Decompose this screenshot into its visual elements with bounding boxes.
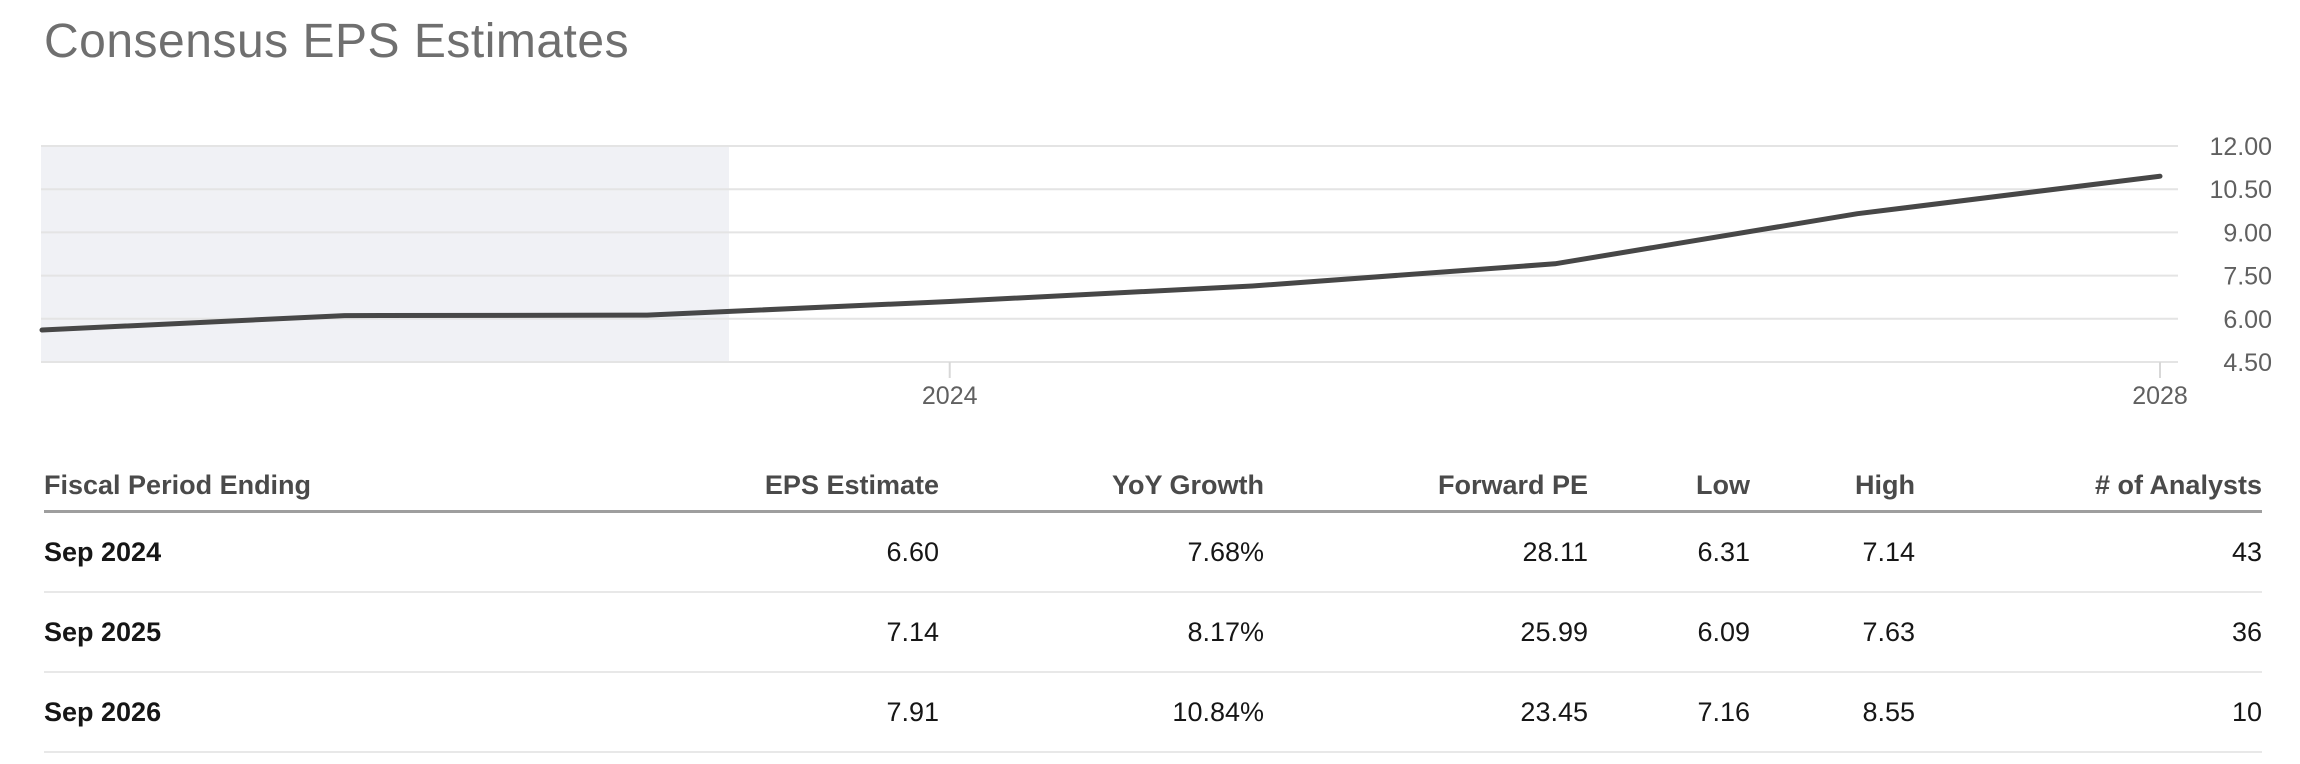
cell-eps: 6.60 — [544, 513, 939, 593]
cell-forward-pe: 23.45 — [1264, 673, 1588, 753]
x-axis-tick-label: 2024 — [922, 382, 978, 410]
column-header-low: Low — [1588, 460, 1750, 513]
y-axis-tick-label: 6.00 — [2223, 306, 2272, 334]
cell-period: Sep 2024 — [44, 513, 544, 593]
cell-forward-pe: 25.99 — [1264, 593, 1588, 673]
cell-analysts: 36 — [1915, 593, 2262, 673]
cell-low: 7.16 — [1588, 673, 1750, 753]
cell-eps: 7.14 — [544, 593, 939, 673]
cell-high: 8.55 — [1750, 673, 1915, 753]
cell-period: Sep 2025 — [44, 593, 544, 673]
cell-eps: 7.91 — [544, 673, 939, 753]
y-axis-tick-label: 9.00 — [2223, 219, 2272, 247]
eps-line — [39, 173, 2163, 333]
column-header-fiscal-period: Fiscal Period Ending — [44, 460, 544, 513]
column-header-num-analysts: # of Analysts — [1915, 460, 2262, 513]
y-axis-tick-label: 7.50 — [2223, 263, 2272, 291]
column-header-eps-estimate: EPS Estimate — [544, 460, 939, 513]
cell-yoy: 7.68% — [939, 513, 1264, 593]
cell-period: Sep 2026 — [44, 673, 544, 753]
y-axis-tick-label: 12.00 — [2209, 133, 2272, 161]
cell-yoy: 8.17% — [939, 593, 1264, 673]
cell-low: 6.09 — [1588, 593, 1750, 673]
column-header-forward-pe: Forward PE — [1264, 460, 1588, 513]
eps-estimates-chart: 12.00 10.50 9.00 7.50 6.00 4.50 2024 2028 — [39, 133, 2272, 410]
column-header-yoy-growth: YoY Growth — [939, 460, 1264, 513]
page-title: Consensus EPS Estimates — [44, 15, 630, 68]
cell-yoy: 10.84% — [939, 673, 1264, 753]
eps-estimates-table: Fiscal Period Ending EPS Estimate YoY Gr… — [44, 460, 2262, 753]
cell-analysts: 10 — [1915, 673, 2262, 753]
x-axis-tick-label: 2028 — [2132, 382, 2188, 410]
cell-low: 6.31 — [1588, 513, 1750, 593]
cell-analysts: 43 — [1915, 513, 2262, 593]
cell-high: 7.63 — [1750, 593, 1915, 673]
historical-shaded-region — [41, 146, 729, 362]
y-axis-tick-label: 4.50 — [2223, 349, 2272, 377]
y-axis-tick-label: 10.50 — [2209, 176, 2272, 204]
cell-forward-pe: 28.11 — [1264, 513, 1588, 593]
cell-high: 7.14 — [1750, 513, 1915, 593]
column-header-high: High — [1750, 460, 1915, 513]
